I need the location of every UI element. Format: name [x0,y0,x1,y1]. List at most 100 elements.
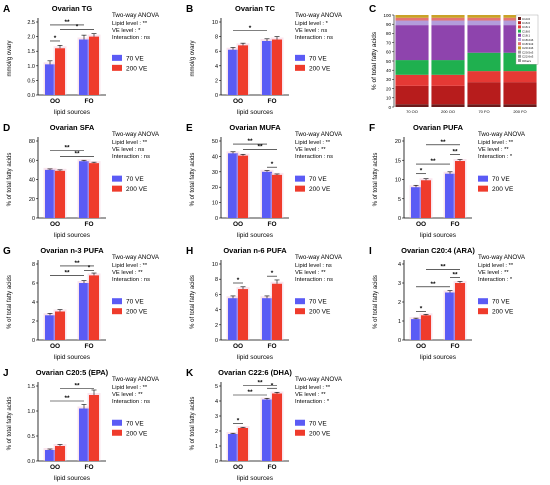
y-axis-label: % of total fatty acids [7,397,13,451]
y-tick-label: 90 [386,22,392,27]
x-axis-label: lipid sources [54,109,91,116]
y-tick-label: 0 [398,216,401,222]
x-axis-label: lipid sources [237,354,274,361]
anova-title: Two-way ANOVA [112,376,160,383]
x-axis-label: lipid sources [54,354,91,361]
bar-fo-70ve [262,298,272,340]
significance-label: * [271,382,274,389]
legend-swatch [518,29,521,33]
y-tick-label: 2 [215,429,218,435]
stack-segment [395,17,429,21]
legend-label: 200 VE [492,309,514,316]
stack-segment [467,25,501,53]
stack-segment [467,104,501,107]
bar-fo-70ve [79,408,89,461]
y-axis-label: % of total fatty acids [190,275,196,329]
significance-label: ** [452,271,458,278]
y-tick-label: 0 [215,459,218,465]
significance-label: ** [440,139,446,146]
y-axis-label: % of total fatty acids [190,153,196,207]
x-tick-label: FO [267,464,276,471]
y-tick-label: 10 [212,20,218,26]
x-tick-label: FO [267,221,276,228]
bar-oo-200ve [421,180,431,218]
legend-swatch [518,25,521,29]
anova-line: Interaction : * [478,277,513,283]
x-tick-label: OO [416,343,426,350]
chart-title: Ovarian n-6 PUFA [223,246,287,255]
y-tick-label: 20 [395,139,401,145]
stack-segment [431,25,465,61]
anova-line: VE level : ns [295,28,327,34]
y-tick-label: 0 [32,216,35,222]
significance-label: ** [440,264,446,271]
anova-title: Two-way ANOVA [478,254,526,261]
legend-swatch-70ve [112,175,122,182]
legend-label: 70 VE [309,420,327,427]
x-tick-label: OO [50,221,60,228]
bar-fo-70ve [445,173,455,218]
bar-oo-200ve [55,170,65,218]
y-tick-label: 6 [215,49,218,55]
y-tick-label: 0.5 [27,434,35,440]
legend-swatch-200ve [112,185,122,192]
legend-label: Others [522,59,532,63]
bar-oo-70ve [45,315,55,340]
anova-line: VE level : ** [478,270,509,276]
anova-line: Lipid level : ** [478,140,514,146]
y-tick-label: 1 [398,319,401,325]
legend-swatch-200ve [478,308,488,315]
significance-label: * [88,265,91,272]
bar-fo-70ve [262,399,272,461]
y-tick-label: 10 [386,96,392,101]
bar-fo-70ve [262,171,272,218]
stack-segment [431,104,465,107]
y-tick-label: 0.0 [27,459,35,465]
bar-oo-70ve [228,298,238,340]
chart-title: Ovarian TC [235,4,276,13]
anova-line: Lipid level : ** [295,385,331,391]
significance-label: ** [430,281,436,288]
y-axis-label: mmol/g ovary [7,40,13,76]
legend-swatch [518,46,521,50]
y-tick-label: 0 [388,105,391,110]
anova-title: Two-way ANOVA [295,254,343,261]
y-tick-label: 1.5 [27,384,35,390]
legend-swatch [518,59,521,62]
anova-title: Two-way ANOVA [295,131,343,138]
y-tick-label: 50 [386,59,392,64]
x-axis-label: lipid sources [420,232,457,239]
chart-title: Ovarian C20:5 (EPA) [36,368,109,377]
significance-label: ** [430,158,436,165]
panel-label: H [186,246,193,257]
anova-line: Lipid level : ** [295,140,331,146]
legend-swatch-200ve [295,308,305,315]
stack-segment [431,60,465,75]
bar-oo-200ve [238,428,248,461]
x-tick-label: OO [50,343,60,350]
x-tick-label: 200 FO [513,109,526,114]
panel-label: G [3,246,11,257]
y-tick-label: 4 [215,399,218,405]
anova-line: Lipid level : ns [295,263,332,269]
panel-b: B Ovarian TC mmol/g ovary 0 2 4 6 8 10 OO FO lipid … [186,4,343,116]
panel-h: H Ovarian n-6 PUFA % of total fatty acids 0… [186,246,343,361]
legend-label: 200 VE [126,65,148,72]
legend-swatch-200ve [295,429,305,436]
y-tick-label: 0 [398,338,401,344]
panel-j: J Ovarian C20:5 (EPA) % of total fatty aci… [3,368,160,482]
bar-fo-200ve [89,275,99,340]
anova-line: VE level : ** [295,147,326,153]
legend-label: 200 VE [309,65,331,72]
legend-swatch-70ve [112,298,122,305]
significance-label: ** [64,19,70,26]
stack-segment [503,104,537,107]
y-tick-label: 1.0 [27,409,35,415]
y-axis-label: % of total fatty acids [7,275,13,329]
bar-oo-70ve [45,169,55,218]
anova-line: Lipid level : ** [112,263,148,269]
panel-d: D Ovarian SFA % of total fatty acids 0 20 40 6… [3,123,160,239]
anova-line: Lipid level : ** [478,263,514,269]
y-tick-label: 6 [215,292,218,298]
